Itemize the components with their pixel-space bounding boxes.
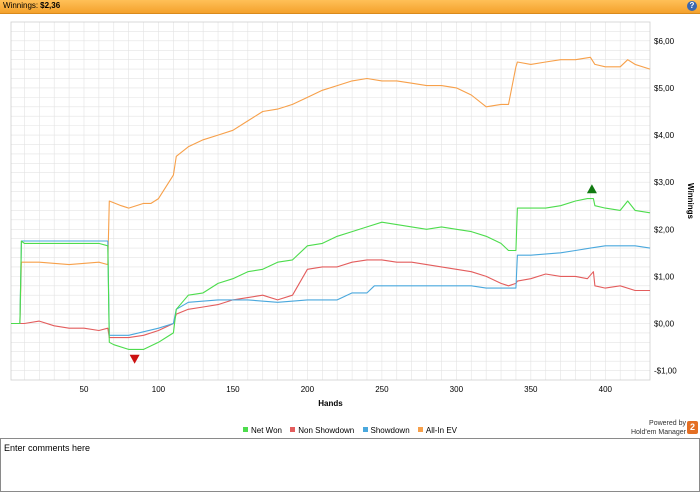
y-tick-label: $6,00	[654, 37, 675, 46]
series-line-non-showdown	[11, 259, 650, 339]
x-axis-title: Hands	[318, 399, 343, 408]
legend-item-allin-ev[interactable]: All-In EV	[417, 426, 457, 435]
series-line-allin-ev	[11, 56, 651, 325]
y-tick-label: $1,00	[654, 272, 675, 281]
x-tick-label: 50	[80, 385, 89, 394]
legend-swatch-net-won	[243, 427, 248, 433]
legend-label-non-showdown: Non Showdown	[298, 426, 355, 435]
legend-label-allin-ev: All-In EV	[425, 426, 457, 435]
chart-legend: Net Won Non Showdown Showdown All-In EV	[0, 426, 700, 438]
chart-grid	[11, 22, 650, 380]
x-tick-label: 250	[375, 385, 389, 394]
y-tick-label: $5,00	[654, 84, 675, 93]
legend-item-net-won[interactable]: Net Won	[243, 426, 282, 435]
x-tick-label: 350	[524, 385, 538, 394]
legend-swatch-non-showdown	[290, 427, 296, 433]
comments-placeholder: Enter comments here	[4, 443, 91, 453]
help-icon[interactable]: ?	[687, 1, 697, 11]
powered-by: Powered by Hold'em Manager	[631, 419, 686, 437]
x-tick-label: 300	[450, 385, 464, 394]
y-tick-label: -$1,00	[654, 367, 677, 376]
marker-group	[129, 184, 597, 364]
y-tick-label: $2,00	[654, 225, 675, 234]
max-winnings-marker	[586, 184, 597, 194]
powered-by-line1: Powered by	[649, 420, 686, 427]
legend-label-showdown: Showdown	[370, 426, 410, 435]
plot-area	[10, 21, 651, 381]
comments-box[interactable]: Enter comments here	[0, 438, 700, 492]
series-group	[11, 56, 651, 350]
y-tick-label: $0,00	[654, 319, 675, 328]
winnings-amount: $2,36	[40, 1, 61, 10]
series-line-net-won	[11, 198, 651, 350]
y-tick-label: $4,00	[654, 131, 675, 140]
x-tick-label: 400	[599, 385, 613, 394]
x-axis-ticks: 50 100 150 200 250 300 350 400	[80, 385, 613, 394]
holdem-manager-logo: 2	[687, 421, 698, 434]
winnings-label: Winnings:	[3, 1, 39, 10]
x-tick-label: 100	[152, 385, 166, 394]
winnings-header: Winnings: $2,36	[3, 1, 60, 10]
x-tick-label: 200	[301, 385, 315, 394]
legend-swatch-showdown	[362, 427, 368, 433]
y-axis-title: Winnings	[686, 183, 695, 219]
x-tick-label: 150	[226, 385, 240, 394]
legend-item-non-showdown[interactable]: Non Showdown	[290, 426, 354, 435]
winnings-chart: 50 100 150 200 250 300 350 400 -$1,00 $0,00 $1,00…	[10, 21, 695, 408]
powered-by-line2: Hold'em Manager	[630, 429, 686, 436]
title-bar: Winnings: $2,36 ?	[0, 0, 700, 14]
y-tick-label: $3,00	[654, 178, 675, 187]
legend-swatch-allin-ev	[417, 427, 423, 433]
legend-item-showdown[interactable]: Showdown	[362, 426, 410, 435]
y-axis-ticks: -$1,00 $0,00 $1,00 $2,00 $3,00 $4,00 $5,00 $6,0…	[654, 37, 677, 376]
min-winnings-marker	[129, 354, 140, 364]
series-line-showdown	[11, 240, 651, 336]
legend-label-net-won: Net Won	[251, 426, 282, 435]
